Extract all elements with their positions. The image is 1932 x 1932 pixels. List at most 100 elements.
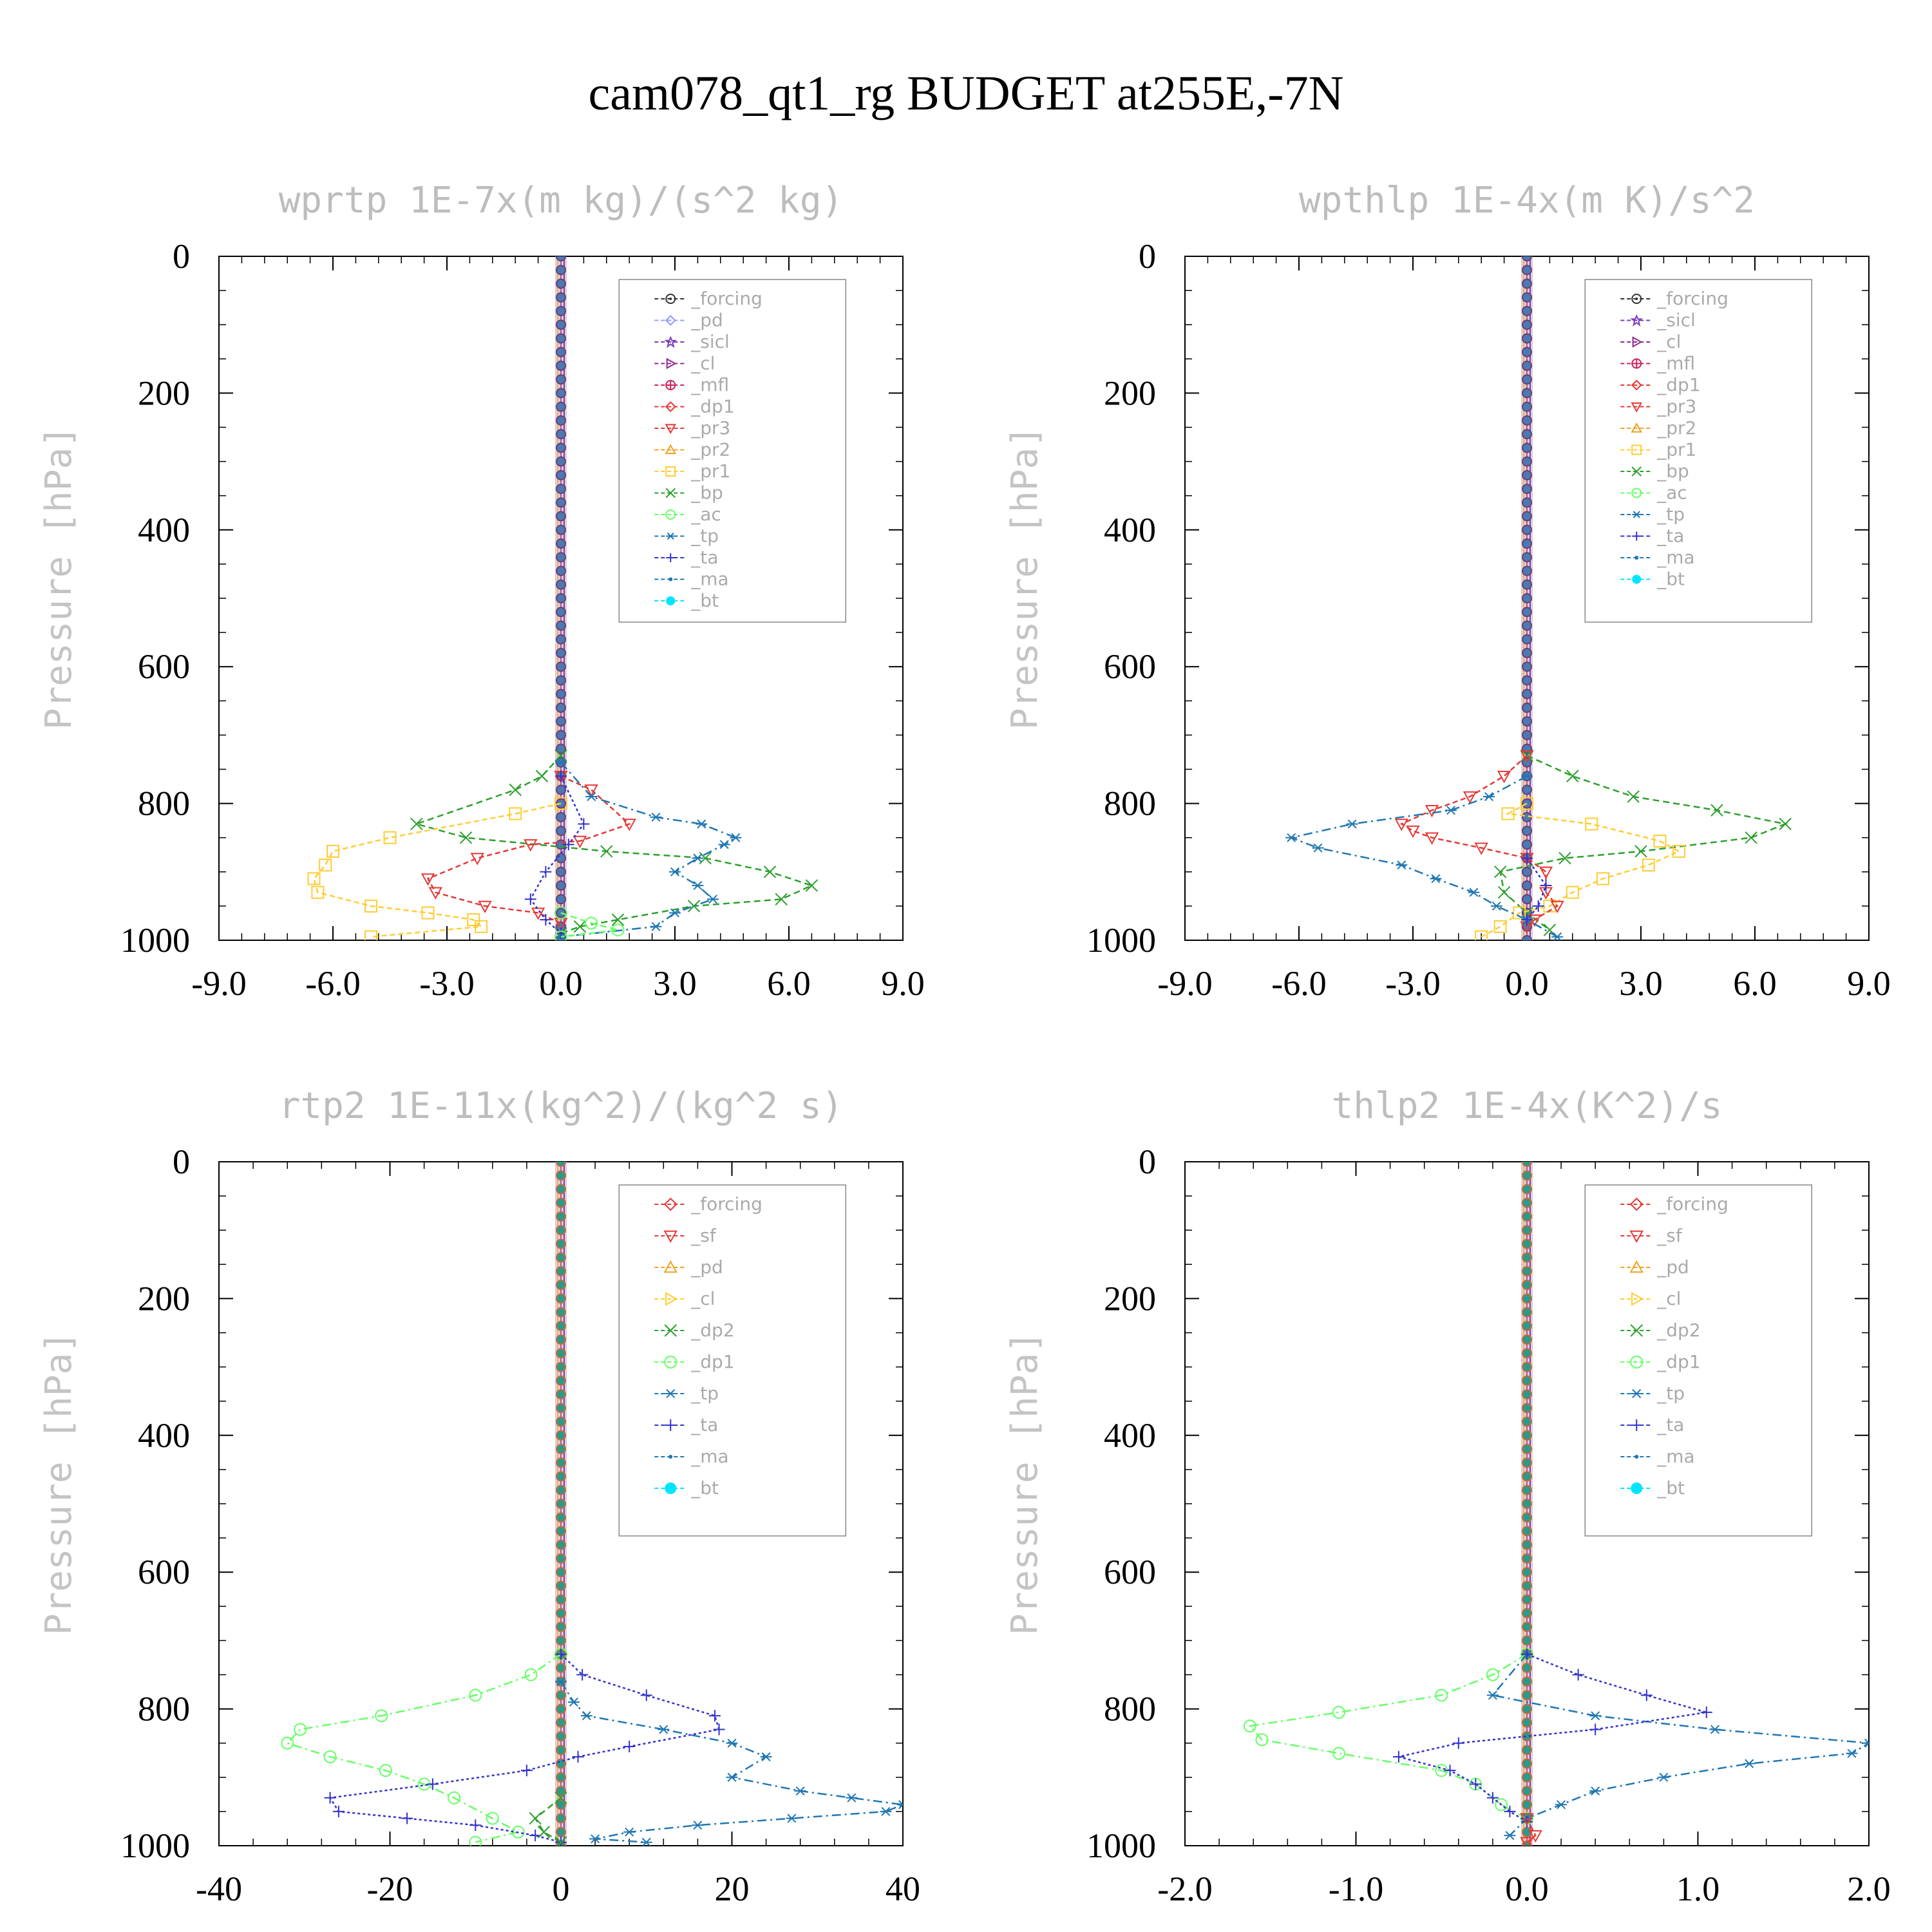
- legend-marker: [665, 315, 676, 326]
- panel-title: wpthlp 1E-4x(m K)/s^2: [1299, 180, 1755, 222]
- series-line: [1499, 755, 1788, 931]
- legend-swatch: [654, 1260, 687, 1273]
- x-tick-label: 0.0: [1505, 964, 1549, 1003]
- zero-level-marker: [556, 1607, 566, 1618]
- y-tick-label: 200: [138, 1279, 190, 1318]
- zero-level-marker: [1522, 647, 1532, 658]
- data-point: [1642, 858, 1655, 872]
- data-point: [469, 1835, 482, 1846]
- data-point: [1520, 750, 1534, 763]
- legend-swatch: [654, 532, 687, 540]
- data-point: [1501, 807, 1515, 820]
- legend-swatch: [654, 1324, 687, 1337]
- data-point: [1640, 1689, 1653, 1701]
- zero-level-marker: [1522, 1252, 1532, 1263]
- data-point: [524, 1668, 538, 1681]
- data-point: [1558, 851, 1571, 865]
- x-tick-label: -3.0: [1385, 964, 1440, 1003]
- data-point: [1255, 1733, 1269, 1747]
- x-tick-label: 0.0: [539, 964, 583, 1003]
- legend-swatch: [1620, 422, 1653, 433]
- zero-level-marker: [1522, 661, 1532, 672]
- zero-level-marker: [556, 265, 566, 276]
- zero-level-marker: [556, 1361, 566, 1372]
- zero-level-marker: [1522, 1471, 1532, 1482]
- legend-swatch: [654, 294, 687, 304]
- legend-label: _pd: [690, 310, 723, 331]
- legend-swatch: [1620, 1455, 1653, 1459]
- legend-label: _sf: [690, 1225, 717, 1246]
- zero-level-marker: [1522, 524, 1532, 535]
- legend-swatch: [1620, 1388, 1653, 1399]
- zero-level-marker: [556, 1594, 566, 1605]
- zero-level-marker: [1522, 1361, 1532, 1372]
- zero-level-marker: [556, 1826, 566, 1837]
- legend-marker: [666, 596, 676, 605]
- zero-level-marker: [1522, 1170, 1532, 1181]
- legend-label: _sf: [1656, 1225, 1683, 1246]
- zero-level-marker: [1522, 1772, 1532, 1783]
- zero-level-marker: [556, 1690, 566, 1701]
- zero-level-marker: [556, 497, 566, 508]
- data-point: [692, 853, 704, 863]
- legend-swatch: [654, 466, 687, 477]
- data-point: [421, 906, 435, 920]
- zero-level-marker: [556, 1499, 566, 1509]
- data-point: [584, 784, 598, 797]
- data-point: [708, 1710, 721, 1722]
- legend-marker: [665, 294, 676, 304]
- data-point: [1452, 1737, 1464, 1749]
- x-tick-label: 9.0: [881, 964, 925, 1003]
- zero-level-marker: [556, 1252, 566, 1263]
- y-tick-label: 1000: [1086, 1826, 1156, 1865]
- zero-level-marker: [1522, 469, 1532, 480]
- data-point: [529, 1830, 542, 1842]
- data-point: [567, 1697, 580, 1707]
- data-point: [692, 1821, 704, 1830]
- data-point: [640, 1689, 652, 1701]
- y-tick-label: 400: [1104, 1416, 1156, 1455]
- data-point: [1540, 880, 1552, 892]
- y-tick-label: 600: [1104, 647, 1156, 686]
- legend-label: _pr1: [690, 460, 730, 482]
- data-point: [529, 1812, 542, 1825]
- data-point: [520, 1765, 533, 1777]
- legend-swatch: [1620, 1197, 1653, 1211]
- data-point: [379, 1764, 392, 1777]
- legend-marker: [1631, 1388, 1643, 1399]
- zero-level-marker: [556, 484, 566, 495]
- zero-level-marker: [556, 1580, 566, 1591]
- legend-marker: [668, 577, 673, 582]
- zero-level-marker: [1522, 894, 1532, 905]
- data-point: [509, 783, 522, 797]
- zero-level-marker: [556, 620, 566, 631]
- y-tick-label: 400: [1104, 511, 1156, 549]
- chart-panel-2: wpthlp 1E-4x(m K)/s^2 Pressure [hPa] 0 200 4…: [1004, 180, 1891, 1003]
- data-point: [611, 923, 625, 937]
- legend-swatch: [1620, 1230, 1653, 1244]
- zero-level-marker: [1522, 607, 1532, 618]
- data-point: [1285, 833, 1298, 842]
- legend-label: _dp2: [690, 1320, 734, 1341]
- zero-level-marker: [1522, 360, 1532, 371]
- legend-swatch: [654, 336, 687, 348]
- legend-marker: [665, 488, 676, 498]
- data-point: [1520, 797, 1533, 810]
- legend-marker: [1631, 1292, 1644, 1306]
- series-line: [1526, 857, 1547, 920]
- legend-marker: [665, 1292, 678, 1306]
- zero-level-marker: [556, 880, 566, 891]
- data-point: [1435, 1689, 1448, 1702]
- legend-label: _ma: [1656, 1446, 1694, 1467]
- series-line: [1491, 1653, 1869, 1836]
- zero-level-marker: [556, 593, 566, 603]
- y-tick-label: 1000: [120, 921, 190, 960]
- data-point: [562, 838, 574, 851]
- zero-level-marker: [1522, 401, 1532, 412]
- data-point: [658, 1725, 670, 1734]
- zero-level-marker: [556, 1772, 566, 1783]
- data-point: [897, 1800, 903, 1810]
- legend-label: _mfl: [1656, 353, 1695, 374]
- zero-level-marker: [556, 1403, 566, 1414]
- legend-box: [618, 279, 847, 623]
